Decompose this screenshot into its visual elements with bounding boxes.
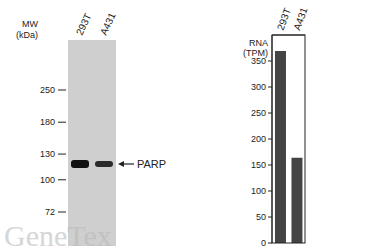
svg-text:293T: 293T (74, 12, 94, 37)
svg-text:PARP: PARP (137, 158, 166, 170)
svg-text:A431: A431 (291, 6, 309, 32)
svg-text:150: 150 (251, 160, 266, 170)
svg-text:100: 100 (40, 175, 55, 185)
svg-text:MW: MW (22, 19, 38, 29)
html-text:RNA: RNA (249, 38, 268, 48)
svg-text:250: 250 (40, 85, 55, 95)
svg-text:A431: A431 (98, 11, 118, 37)
svg-text:50: 50 (256, 212, 266, 222)
svg-text:293T: 293T (275, 6, 293, 31)
svg-text:300: 300 (251, 82, 266, 92)
svg-text:130: 130 (40, 149, 55, 159)
svg-text:100: 100 (251, 186, 266, 196)
svg-text:350: 350 (251, 56, 266, 67)
html-text:(TPM): (TPM) (243, 48, 268, 58)
svg-text:GeneTex: GeneTex (8, 219, 112, 250)
svg-text:200: 200 (251, 134, 266, 144)
svg-text:180: 180 (40, 117, 55, 127)
svg-text:0: 0 (261, 238, 266, 248)
svg-text:72: 72 (45, 207, 55, 217)
svg-text:250: 250 (251, 108, 266, 118)
svg-text:(kDa): (kDa) (16, 30, 38, 40)
